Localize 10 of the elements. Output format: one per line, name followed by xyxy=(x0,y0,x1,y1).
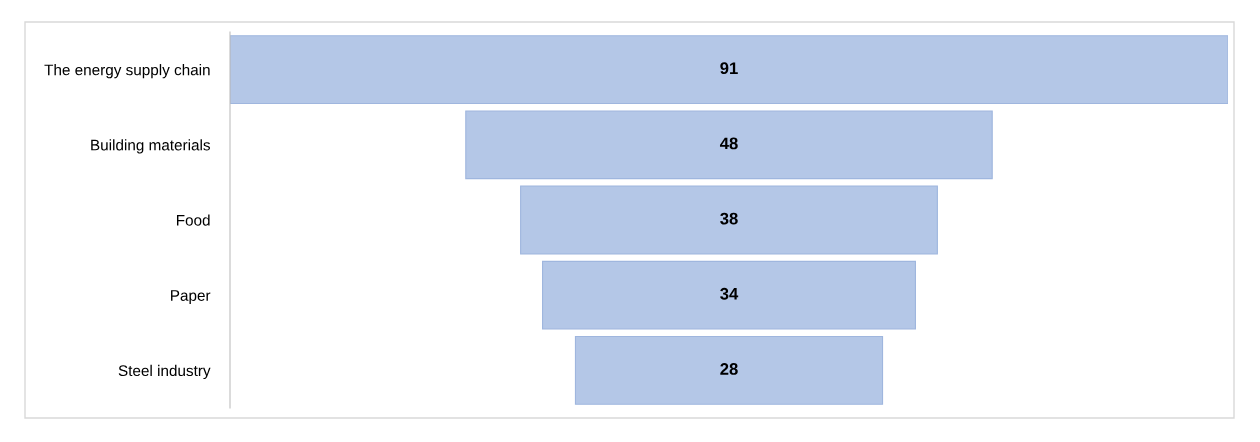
data-label: 38 xyxy=(720,212,738,225)
data-label: 48 xyxy=(719,137,738,150)
category-label: The energy supply chain xyxy=(44,64,210,79)
data-label: 34 xyxy=(720,287,739,300)
category-label: Food xyxy=(176,214,210,226)
category-label: Paper xyxy=(171,290,211,304)
category-label: Steel industry xyxy=(118,364,211,380)
category-label: Building materials xyxy=(91,139,211,154)
data-label: 28 xyxy=(720,363,738,375)
data-label: 91 xyxy=(720,62,738,75)
